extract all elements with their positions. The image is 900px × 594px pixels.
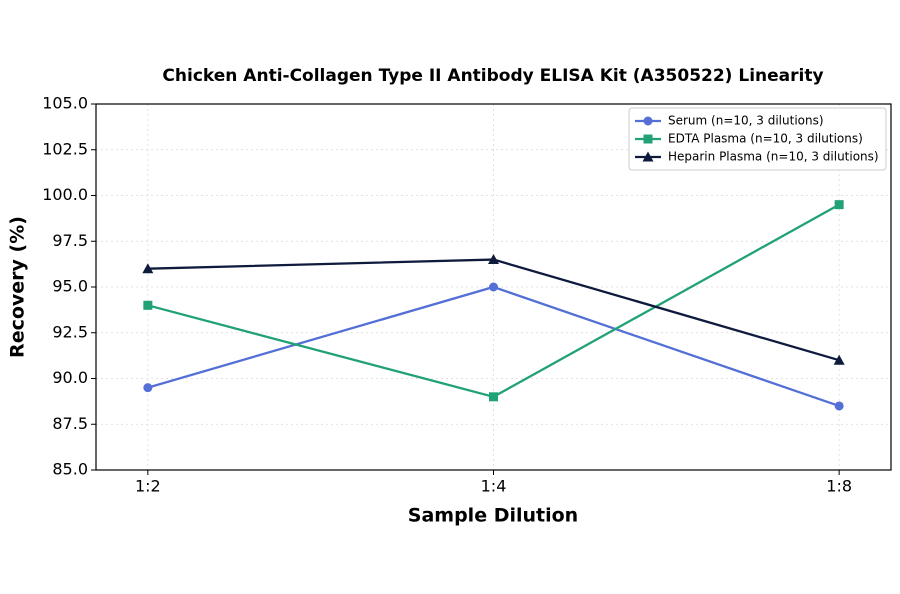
y-tick-label: 97.5 bbox=[52, 231, 88, 250]
legend-label: EDTA Plasma (n=10, 3 dilutions) bbox=[668, 132, 863, 146]
y-tick-label: 105.0 bbox=[42, 94, 88, 113]
x-tick-label: 1:8 bbox=[826, 477, 852, 496]
y-tick-label: 92.5 bbox=[52, 322, 88, 341]
y-tick-label: 100.0 bbox=[42, 185, 88, 204]
y-tick-label: 102.5 bbox=[42, 139, 88, 158]
marker bbox=[143, 383, 153, 393]
marker bbox=[488, 254, 499, 265]
y-tick-label: 90.0 bbox=[52, 368, 88, 387]
marker bbox=[143, 300, 153, 310]
y-tick-label: 95.0 bbox=[52, 277, 88, 296]
marker bbox=[834, 200, 844, 210]
marker bbox=[489, 392, 498, 402]
legend-marker bbox=[643, 116, 653, 126]
legend-marker bbox=[642, 151, 654, 162]
marker bbox=[489, 282, 498, 292]
x-tick-label: 1:2 bbox=[135, 477, 161, 496]
legend-label: Serum (n=10, 3 dilutions) bbox=[668, 114, 824, 128]
y-axis-label: Recovery (%) bbox=[7, 216, 29, 358]
plot-frame bbox=[95, 103, 892, 471]
legend-box bbox=[628, 107, 887, 171]
y-tick-label: 87.5 bbox=[52, 414, 88, 433]
marker bbox=[142, 263, 154, 274]
legend-marker bbox=[643, 134, 653, 144]
x-axis-label: Sample Dilution bbox=[408, 505, 578, 527]
marker bbox=[834, 401, 844, 411]
chart-title: Chicken Anti-Collagen Type II Antibody E… bbox=[162, 66, 823, 86]
legend-label: Heparin Plasma (n=10, 3 dilutions) bbox=[668, 150, 879, 164]
x-tick-label: 1:4 bbox=[481, 477, 507, 496]
legend: Serum (n=10, 3 dilutions) EDTA Plasma (n=… bbox=[628, 107, 887, 171]
marker bbox=[833, 354, 845, 365]
y-tick-label: 85.0 bbox=[52, 460, 88, 479]
